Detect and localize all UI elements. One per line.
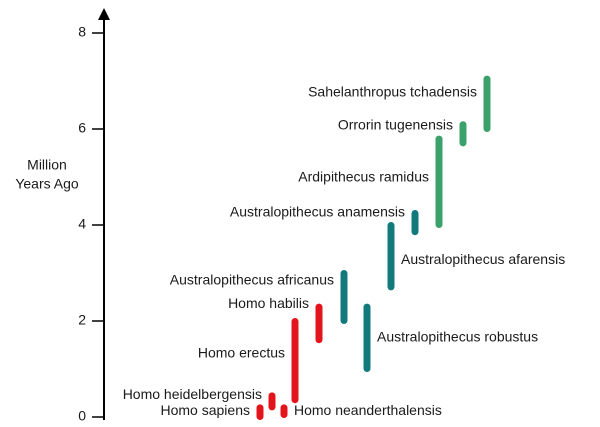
range-bar — [268, 392, 276, 411]
y-tick-label: 0 — [78, 408, 86, 424]
range-bar — [256, 404, 264, 420]
range-bar — [411, 210, 419, 236]
species-label: Orrorin tugenensis — [338, 117, 453, 133]
species-label: Homo neanderthalensis — [294, 402, 442, 418]
range-bar — [435, 135, 443, 228]
species-label: Homo heidelbergensis — [123, 386, 262, 402]
range-bar — [459, 121, 467, 147]
range-bar — [363, 303, 371, 372]
species-label: Homo sapiens — [161, 402, 251, 418]
species-label: Homo erectus — [198, 344, 285, 360]
range-bar — [291, 318, 299, 404]
species-label: Australopithecus anamensis — [230, 203, 405, 219]
y-tick-label: 8 — [78, 24, 86, 40]
range-bar — [387, 222, 395, 291]
y-tick-label: 6 — [78, 120, 86, 136]
axis-arrow — [98, 8, 110, 20]
species-label: Australopithecus africanus — [170, 272, 334, 288]
range-bar — [340, 270, 348, 324]
species-label: Ardipithecus ramidus — [298, 169, 429, 185]
species-label: Sahelanthropus tchadensis — [308, 84, 477, 100]
range-bar — [280, 404, 288, 419]
range-bar — [315, 303, 323, 344]
y-axis-label: Years Ago — [15, 176, 79, 192]
y-tick-label: 2 — [78, 312, 86, 328]
y-tick-label: 4 — [78, 216, 86, 232]
species-label: Australopithecus afarensis — [401, 251, 565, 267]
range-bar — [483, 75, 491, 132]
species-label: Australopithecus robustus — [377, 329, 538, 345]
y-axis-label: Million — [27, 157, 67, 173]
species-label: Homo habilis — [228, 295, 309, 311]
